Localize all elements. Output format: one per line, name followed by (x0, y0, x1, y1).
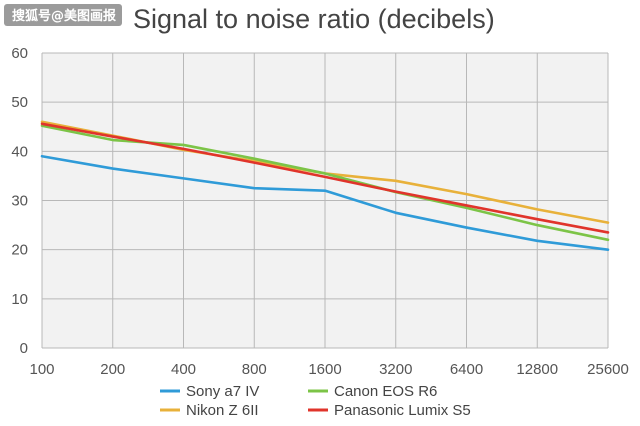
legend: Sony a7 IV Nikon Z 6II Canon EOS R6 Panason… (160, 383, 471, 419)
y-tick-label: 60 (11, 45, 28, 62)
x-tick-label: 200 (100, 361, 125, 378)
y-tick-label: 30 (11, 193, 28, 210)
legend-label: Nikon Z 6II (186, 402, 259, 419)
y-tick-label: 40 (11, 143, 28, 160)
x-tick-label: 1600 (308, 361, 341, 378)
y-tick-label: 10 (11, 291, 28, 308)
watermark-badge (4, 4, 122, 26)
x-tick-label: 12800 (516, 361, 558, 378)
y-tick-label: 20 (11, 242, 28, 259)
x-tick-label: 100 (29, 361, 54, 378)
y-tick-label: 50 (11, 94, 28, 111)
series-line-panasonic-lumix-s5 (40, 122, 610, 234)
y-tick-label: 0 (20, 340, 28, 357)
series-lines (40, 120, 610, 251)
x-axis-ticks: 100 200 400 800 1600 3200 6400 12800 25600 (29, 361, 628, 378)
legend-label: Panasonic Lumix S5 (334, 402, 471, 419)
legend-label: Sony a7 IV (186, 383, 259, 400)
x-tick-label: 400 (171, 361, 196, 378)
series-line-sony-a7-iv (40, 154, 610, 251)
watermark-text: 搜狐号@美图画报 (12, 8, 117, 24)
x-tick-label: 6400 (450, 361, 483, 378)
y-axis-ticks: 0 10 20 30 40 50 60 (11, 45, 28, 357)
chart-title: Signal to noise ratio (decibels) (133, 4, 495, 34)
grid (41, 52, 609, 349)
x-tick-label: 25600 (587, 361, 629, 378)
legend-label: Canon EOS R6 (334, 383, 437, 400)
x-tick-label: 800 (242, 361, 267, 378)
x-tick-label: 3200 (379, 361, 412, 378)
